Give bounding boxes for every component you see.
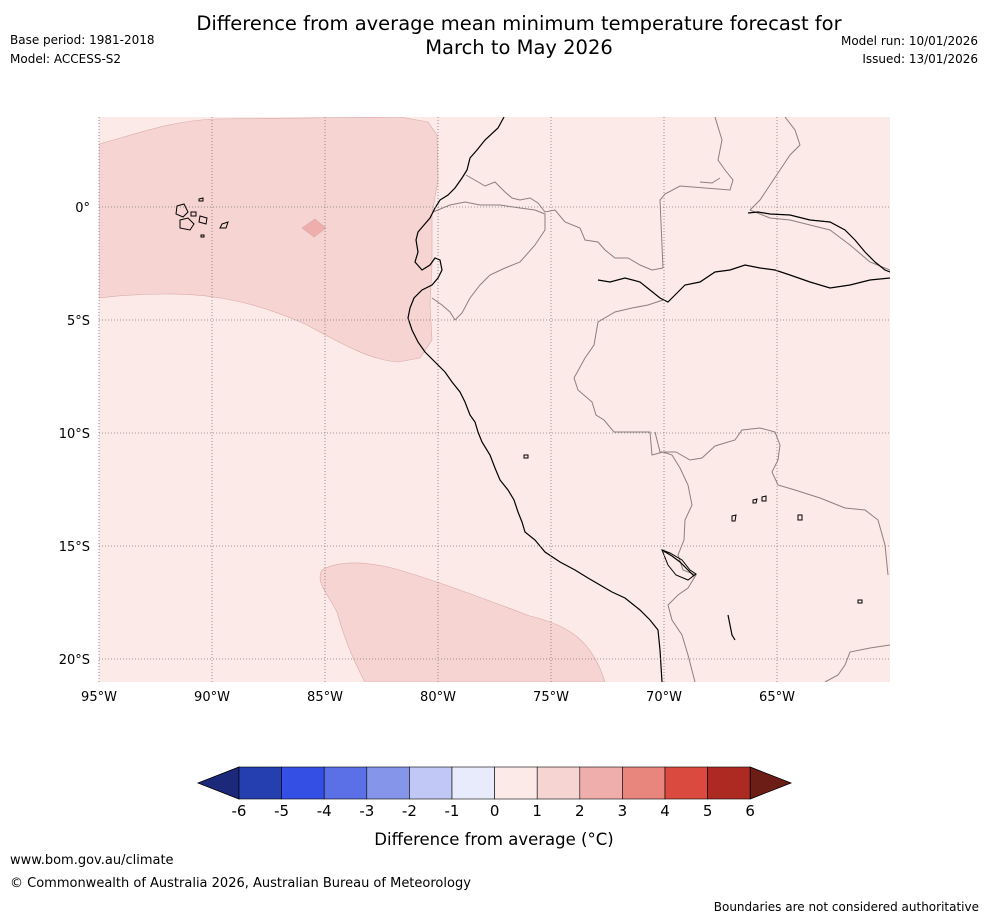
- footer-disclaimer: Boundaries are not considered authoritat…: [713, 900, 979, 914]
- footer-url: www.bom.gov.au/climate: [10, 853, 174, 868]
- colorbar-tick-labels: -6 -5 -4 -3 -2 -1 0 1 2 3 4 5 6: [232, 802, 755, 820]
- latitude-label: 5°S: [67, 314, 90, 329]
- colorbar-tick-label: 1: [532, 802, 542, 820]
- colorbar-segment: [707, 766, 751, 800]
- model-run-label: Model run: 10/01/2026: [840, 34, 978, 48]
- colorbar-segment: [366, 766, 410, 800]
- colorbar-tick-label: 2: [575, 802, 585, 820]
- colorbar-segment: [451, 766, 495, 800]
- longitude-labels: 95°W 90°W 85°W 80°W 75°W 70°W 65°W: [81, 690, 795, 705]
- colorbar-tick-label: 6: [745, 802, 755, 820]
- forecast-map: [98, 117, 890, 682]
- anomaly-area-2-to-3: [301, 218, 327, 238]
- latitude-label: 10°S: [59, 427, 90, 442]
- latitude-label: 15°S: [59, 540, 90, 555]
- colorbar-segment: [238, 766, 282, 800]
- latitude-label: 20°S: [59, 653, 90, 668]
- colorbar-segment: [323, 766, 368, 800]
- colorbar-label: Difference from average (°C): [374, 830, 613, 849]
- colorbar-segment: [664, 766, 708, 800]
- colorbar-segment: [409, 766, 453, 800]
- colorbar-extend-low: [196, 766, 240, 800]
- colorbar-tick-label: -6: [232, 802, 247, 820]
- colorbar-tick-label: -1: [445, 802, 460, 820]
- gridlines: [98, 117, 890, 682]
- longitude-label: 65°W: [759, 690, 795, 705]
- colorbar-tick-label: 5: [703, 802, 713, 820]
- colorbar-tick-label: 0: [490, 802, 500, 820]
- lakes: [523, 454, 863, 604]
- colorbar: [196, 766, 793, 800]
- country-borders: [431, 117, 890, 682]
- footer-copyright: © Commonwealth of Australia 2026, Austra…: [10, 876, 471, 891]
- latitude-labels: 0° 5°S 10°S 15°S 20°S: [59, 201, 90, 668]
- longitude-label: 75°W: [533, 690, 569, 705]
- title-line-2: March to May 2026: [425, 36, 613, 59]
- colorbar-segment: [281, 766, 325, 800]
- colorbar-tick-label: -5: [274, 802, 289, 820]
- colorbar-tick-label: -3: [359, 802, 374, 820]
- colorbar-tick-label: -2: [402, 802, 417, 820]
- colorbar-tick-label: -4: [317, 802, 332, 820]
- galapagos-islands: [175, 197, 229, 238]
- base-period-label: Base period: 1981-2018: [10, 33, 155, 47]
- title-line-1: Difference from average mean minimum tem…: [196, 12, 842, 35]
- anomaly-area-1-to-2-south: [319, 562, 606, 682]
- map-title: Difference from average mean minimum tem…: [0, 12, 988, 60]
- colorbar-segment: [494, 766, 538, 800]
- colorbar-segment: [536, 766, 581, 800]
- colorbar-segment: [579, 766, 623, 800]
- issued-label: Issued: 13/01/2026: [862, 52, 978, 66]
- colorbar-extend-high: [749, 766, 793, 800]
- longitude-label: 85°W: [307, 690, 343, 705]
- longitude-label: 95°W: [81, 690, 117, 705]
- colorbar-tick-label: 4: [660, 802, 670, 820]
- colorbar-tick-label: 3: [618, 802, 628, 820]
- longitude-label: 70°W: [646, 690, 682, 705]
- model-label: Model: ACCESS-S2: [10, 52, 122, 66]
- longitude-label: 90°W: [194, 690, 230, 705]
- colorbar-segment: [622, 766, 666, 800]
- anomaly-area-1-to-2-north: [99, 117, 439, 363]
- longitude-label: 80°W: [420, 690, 456, 705]
- latitude-label: 0°: [75, 201, 90, 216]
- coastline: [407, 117, 890, 682]
